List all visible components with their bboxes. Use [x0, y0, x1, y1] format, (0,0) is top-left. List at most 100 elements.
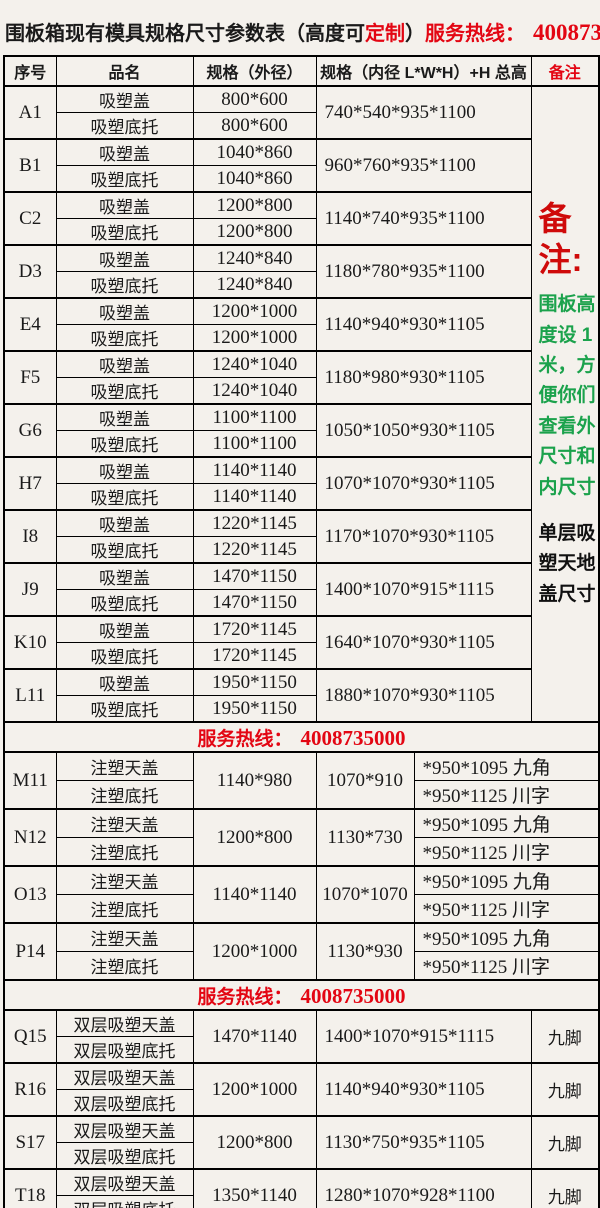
inner-size-cell: 960*760*935*1100 [315, 138, 532, 193]
inner-size-cell: 1070*1070 [315, 865, 415, 924]
outer-size-cell: 1240*1040 [192, 350, 317, 378]
inner-size-cell: 1130*750*935*1105 [315, 1115, 532, 1170]
outer-size-cell: 1220*1145 [192, 536, 317, 564]
remark-cell: 九脚 [530, 1115, 600, 1170]
spec-row: 双层吸塑底托 [4, 1195, 599, 1208]
note-cell: *950*1125 川字 [413, 894, 600, 924]
product-name-cell: 吸塑盖 [55, 297, 194, 325]
remark-green-text: 围板高度设 1 米，方便你们查看外尺寸和内尺寸 [538, 294, 596, 498]
note-cell: *950*1125 川字 [413, 951, 600, 981]
spec-row: D3 吸塑盖 1240*840 1180*780*935*1100 [3, 244, 599, 299]
spec-row: 注塑底托 *950*1125 川字 [4, 894, 600, 924]
outer-size-cell: 1200*1000 [192, 297, 317, 325]
inner-size-cell: 1280*1070*928*1100 [315, 1168, 532, 1208]
serial-cell: T18 [3, 1168, 57, 1208]
product-name-cell: 吸塑盖 [55, 562, 194, 590]
spec-row: S17 双层吸塑天盖 1200*800 1130*750*935*1105 九脚 [3, 1115, 600, 1170]
product-name-cell: 吸塑盖 [55, 403, 194, 431]
outer-size-cell: 1100*1100 [192, 430, 317, 458]
serial-cell: B1 [3, 138, 57, 193]
spec-row: 吸塑底托 1720*1145 [4, 642, 599, 670]
spec-row: A1 吸塑盖 800*600 740*540*935*1100 备注: 围板高度设 1 米… [3, 85, 600, 723]
product-name-cell: 注塑天盖 [55, 922, 194, 952]
serial-cell: L11 [3, 668, 57, 723]
spec-row: C2 吸塑盖 1200*800 1140*740*935*1100 [3, 191, 599, 246]
product-name-cell: 双层吸塑底托 [55, 1195, 194, 1208]
product-name-cell: 吸塑盖 [55, 191, 194, 219]
serial-cell: F5 [3, 350, 57, 405]
product-name-cell: 双层吸塑天盖 [55, 1062, 194, 1090]
spec-row: R16 双层吸塑天盖 1200*1000 1140*940*930*1105 九脚 [3, 1062, 600, 1117]
spec-row: 吸塑底托 1140*1140 [4, 483, 599, 511]
spec-row: 双层吸塑底托 [4, 1036, 599, 1064]
hotline-label: 服务热线： [197, 728, 293, 750]
outer-size-cell: 1200*1000 [192, 1062, 317, 1117]
product-name-cell: 双层吸塑底托 [55, 1142, 194, 1170]
note-cell: *950*1095 九角 [413, 922, 600, 952]
outer-size-cell: 1040*860 [192, 165, 317, 193]
product-name-cell: 吸塑底托 [55, 430, 194, 458]
outer-size-cell: 1470*1150 [192, 562, 317, 590]
product-name-cell: 吸塑底托 [55, 589, 194, 617]
product-name-cell: 注塑底托 [55, 894, 194, 924]
outer-size-cell: 1220*1145 [192, 509, 317, 537]
product-name-cell: 吸塑底托 [55, 271, 194, 299]
outer-size-cell: 1140*1140 [192, 456, 317, 484]
spec-row: L11 吸塑盖 1950*1150 1880*1070*930*1105 [3, 668, 599, 723]
outer-size-cell: 1200*800 [192, 191, 317, 219]
spec-row: K10 吸塑盖 1720*1145 1640*1070*930*1105 [3, 615, 599, 670]
spec-row: T18 双层吸塑天盖 1350*1140 1280*1070*928*1100 九脚 [3, 1168, 600, 1208]
spec-row: E4 吸塑盖 1200*1000 1140*940*930*1105 [3, 297, 599, 352]
note-cell: *950*1095 九角 [413, 808, 600, 838]
spec-row: 吸塑底托 1240*1040 [4, 377, 599, 405]
header-inner-size: 规格（内径 L*W*H）+H 总高 [315, 55, 532, 87]
inner-size-cell: 1640*1070*930*1105 [315, 615, 532, 670]
hotline-row: 服务热线： 4008735000 [3, 721, 600, 753]
outer-size-cell: 1240*1040 [192, 377, 317, 405]
spec-row: 注塑底托 *950*1125 川字 [4, 951, 600, 981]
title-hotline-number: 4008735000 [533, 20, 600, 45]
outer-size-cell: 1720*1145 [192, 615, 317, 643]
product-name-cell: 吸塑底托 [55, 112, 194, 140]
spec-row: G6 吸塑盖 1100*1100 1050*1050*930*1105 [3, 403, 599, 458]
spec-table-body: A1 吸塑盖 800*600 740*540*935*1100 备注: 围板高度设 1 米… [3, 85, 600, 1208]
product-name-cell: 吸塑盖 [55, 456, 194, 484]
inner-size-cell: 1170*1070*930*1105 [315, 509, 532, 564]
inner-size-cell: 1070*1070*930*1105 [315, 456, 532, 511]
product-name-cell: 吸塑底托 [55, 377, 194, 405]
spec-row: I8 吸塑盖 1220*1145 1170*1070*930*1105 [3, 509, 599, 564]
spec-row: 吸塑底托 1040*860 [4, 165, 599, 193]
product-name-cell: 吸塑底托 [55, 483, 194, 511]
serial-cell: G6 [3, 403, 57, 458]
serial-cell: K10 [3, 615, 57, 670]
serial-cell: R16 [3, 1062, 57, 1117]
outer-size-cell: 1950*1150 [192, 668, 317, 696]
serial-cell: A1 [3, 85, 57, 140]
serial-cell: D3 [3, 244, 57, 299]
outer-size-cell: 1200*800 [192, 218, 317, 246]
inner-size-cell: 1050*1050*930*1105 [315, 403, 532, 458]
product-name-cell: 双层吸塑底托 [55, 1089, 194, 1117]
header-row: 序号 品名 规格（外径） 规格（内径 L*W*H）+H 总高 备注 [3, 55, 600, 87]
note-cell: *950*1125 川字 [413, 837, 600, 867]
product-name-cell: 注塑天盖 [55, 751, 194, 781]
page-title: 围板箱现有模具规格尺寸参数表（高度可定制）服务热线： 4008735000 [0, 0, 600, 55]
inner-size-cell: 1140*740*935*1100 [315, 191, 532, 246]
inner-size-cell: 1130*930 [315, 922, 415, 981]
product-name-cell: 吸塑盖 [55, 244, 194, 272]
spec-table: 序号 品名 规格（外径） 规格（内径 L*W*H）+H 总高 备注 A1 吸塑盖 8… [3, 55, 600, 1208]
spec-row: B1 吸塑盖 1040*860 960*760*935*1100 [3, 138, 599, 193]
product-name-cell: 注塑天盖 [55, 808, 194, 838]
spec-row: 吸塑底托 1220*1145 [4, 536, 599, 564]
product-name-cell: 吸塑底托 [55, 218, 194, 246]
spec-row: 吸塑底托 1240*840 [4, 271, 599, 299]
outer-size-cell: 1200*1000 [192, 922, 317, 981]
note-cell: *950*1095 九角 [413, 865, 600, 895]
header-product-name: 品名 [55, 55, 194, 87]
product-name-cell: 吸塑盖 [55, 615, 194, 643]
serial-cell: N12 [3, 808, 57, 867]
product-name-cell: 吸塑盖 [55, 350, 194, 378]
spec-row: N12 注塑天盖 1200*800 1130*730 *950*1095 九角 [3, 808, 600, 867]
product-name-cell: 双层吸塑天盖 [55, 1009, 194, 1037]
outer-size-cell: 1240*840 [192, 271, 317, 299]
